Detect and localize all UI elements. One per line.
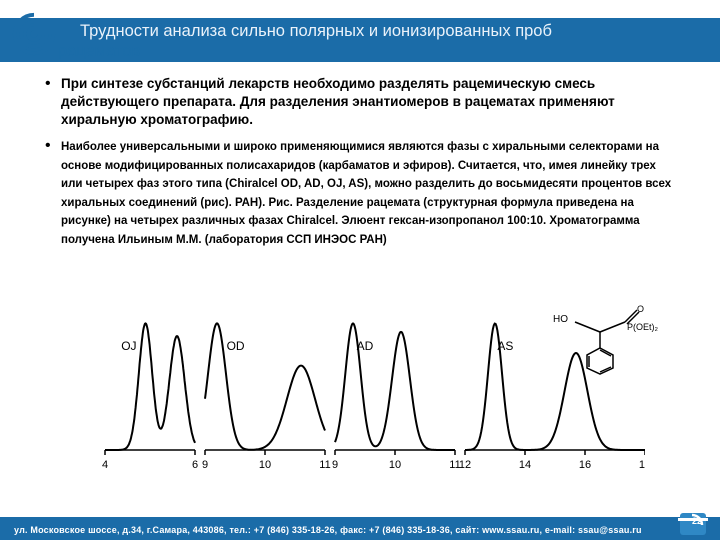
- panel-label: AS: [497, 339, 513, 353]
- header-subtitle: рацематов: [58, 42, 140, 61]
- x-tick-label: 9: [332, 459, 338, 471]
- footer-text: ул. Московское шоссе, д.34, г.Самара, 44…: [14, 525, 642, 535]
- bullet-2: Наиболее универсальными и широко применя…: [45, 137, 680, 248]
- header-title: Трудности анализа сильно полярных и иони…: [80, 22, 552, 41]
- x-tick-label: 16: [579, 459, 591, 471]
- structure-formula: HO O P(OEt)₂: [545, 300, 665, 375]
- x-tick-label: 10: [259, 459, 271, 471]
- chromatogram-curve: [335, 323, 455, 450]
- panel-label: OD: [227, 339, 245, 353]
- para1-text: При синтезе субстанций лекарств необходи…: [61, 76, 615, 127]
- slide-root: Трудности анализа сильно полярных и иони…: [0, 0, 720, 540]
- bullet-1: При синтезе субстанций лекарств необходи…: [45, 75, 680, 129]
- chromatogram-curve: [105, 323, 195, 450]
- x-tick-label: 12: [459, 459, 471, 471]
- x-tick-label: 4: [102, 459, 108, 471]
- structure-ho-label: HO: [553, 314, 568, 325]
- structure-p-label: P(OEt)₂: [627, 322, 659, 332]
- chromatogram-curve: [205, 323, 325, 449]
- x-tick-label: 10: [389, 459, 401, 471]
- x-tick-label: 9: [202, 459, 208, 471]
- structure-o-label: O: [637, 304, 644, 314]
- panel-label: OJ: [121, 339, 136, 353]
- x-tick-label: 14: [519, 459, 531, 471]
- para2-text: Наиболее универсальными и широко применя…: [61, 141, 671, 246]
- page-number: 22: [692, 516, 702, 526]
- panel-label: AD: [357, 339, 374, 353]
- body-text: При синтезе субстанций лекарств необходи…: [45, 75, 680, 256]
- x-tick-label: 6: [192, 459, 198, 471]
- x-tick-label: 18: [639, 459, 645, 471]
- x-tick-label: 11: [319, 459, 330, 471]
- header-logo-icon: [10, 10, 58, 58]
